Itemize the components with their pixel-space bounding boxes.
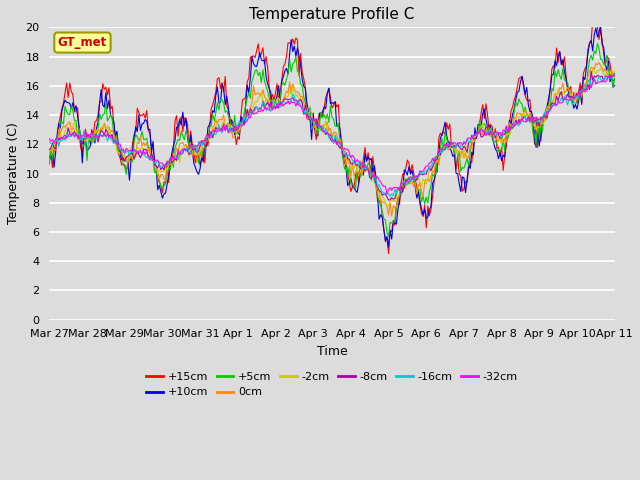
+15cm <box>367 170 375 176</box>
+15cm <box>592 13 600 19</box>
-16cm <box>367 172 375 178</box>
-16cm <box>151 161 159 167</box>
+5cm <box>388 220 396 226</box>
+15cm <box>543 105 551 111</box>
0cm <box>543 108 551 114</box>
+5cm <box>611 75 618 81</box>
0cm <box>61 124 69 130</box>
-8cm <box>401 184 408 190</box>
+5cm <box>367 178 375 183</box>
+15cm <box>385 251 392 256</box>
-2cm <box>401 180 408 186</box>
-16cm <box>61 137 69 143</box>
-8cm <box>611 71 618 77</box>
+15cm <box>61 90 69 96</box>
-2cm <box>388 198 396 204</box>
0cm <box>387 200 394 206</box>
+15cm <box>388 229 396 235</box>
-8cm <box>385 197 392 203</box>
+10cm <box>45 153 53 159</box>
0cm <box>151 162 159 168</box>
-32cm <box>383 191 391 197</box>
+10cm <box>388 236 396 242</box>
+10cm <box>151 159 159 165</box>
-8cm <box>61 135 69 141</box>
-2cm <box>596 65 604 71</box>
Line: -2cm: -2cm <box>49 68 614 206</box>
Line: -32cm: -32cm <box>49 76 614 194</box>
-8cm <box>543 114 551 120</box>
Legend: +15cm, +10cm, +5cm, 0cm, -2cm, -8cm, -16cm, -32cm: +15cm, +10cm, +5cm, 0cm, -2cm, -8cm, -16… <box>142 368 522 402</box>
-2cm <box>611 68 618 74</box>
-16cm <box>611 72 618 77</box>
+10cm <box>543 103 551 109</box>
+15cm <box>611 77 618 83</box>
-8cm <box>588 68 595 74</box>
-32cm <box>611 73 618 79</box>
Title: Temperature Profile C: Temperature Profile C <box>250 7 415 22</box>
Line: 0cm: 0cm <box>49 62 614 216</box>
-2cm <box>45 150 53 156</box>
0cm <box>611 74 618 80</box>
-8cm <box>151 162 159 168</box>
+10cm <box>61 97 69 103</box>
Line: -16cm: -16cm <box>49 74 614 196</box>
-32cm <box>543 108 551 114</box>
+10cm <box>367 156 375 161</box>
+5cm <box>385 233 392 239</box>
+5cm <box>401 177 408 183</box>
Line: -8cm: -8cm <box>49 71 614 200</box>
-32cm <box>45 136 53 142</box>
-2cm <box>367 171 375 177</box>
+10cm <box>596 23 604 28</box>
Line: +10cm: +10cm <box>49 25 614 247</box>
Text: GT_met: GT_met <box>58 36 107 49</box>
+15cm <box>45 149 53 155</box>
+5cm <box>593 41 601 47</box>
0cm <box>401 186 408 192</box>
Line: +5cm: +5cm <box>49 44 614 236</box>
+15cm <box>151 168 159 174</box>
-16cm <box>387 193 394 199</box>
-16cm <box>543 112 551 118</box>
-2cm <box>151 162 159 168</box>
-8cm <box>45 147 53 153</box>
+10cm <box>401 167 408 173</box>
+5cm <box>151 169 159 175</box>
-8cm <box>367 176 375 181</box>
-32cm <box>367 169 375 175</box>
-32cm <box>61 132 69 138</box>
+10cm <box>385 244 392 250</box>
0cm <box>45 149 53 155</box>
+15cm <box>401 171 408 177</box>
-16cm <box>388 191 396 197</box>
-16cm <box>45 140 53 145</box>
Y-axis label: Temperature (C): Temperature (C) <box>7 122 20 225</box>
0cm <box>367 169 375 175</box>
-32cm <box>608 73 616 79</box>
-2cm <box>543 104 551 109</box>
0cm <box>595 60 603 65</box>
-32cm <box>151 158 159 164</box>
0cm <box>388 213 396 219</box>
+5cm <box>61 103 69 109</box>
-2cm <box>61 128 69 134</box>
-32cm <box>401 181 408 187</box>
-2cm <box>385 203 392 209</box>
+5cm <box>45 161 53 167</box>
-16cm <box>401 180 408 185</box>
+5cm <box>543 116 551 121</box>
-8cm <box>388 195 396 201</box>
+10cm <box>611 83 618 88</box>
-32cm <box>388 188 396 193</box>
Line: +15cm: +15cm <box>49 16 614 253</box>
X-axis label: Time: Time <box>317 345 348 358</box>
